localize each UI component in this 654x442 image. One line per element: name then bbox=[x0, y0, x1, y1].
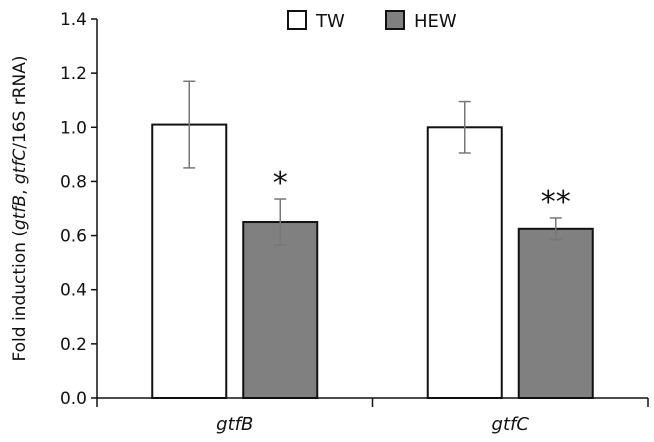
y-axis-label-gene2: gtfC bbox=[10, 149, 30, 184]
y-tick-label: 0.2 bbox=[60, 335, 87, 355]
legend-label-tw: TW bbox=[315, 11, 345, 32]
y-axis-label-prefix: Fold induction ( bbox=[10, 230, 30, 362]
x-category-label: gtfB bbox=[216, 414, 253, 435]
legend-label-hew: HEW bbox=[414, 11, 457, 32]
y-axis-label-gene1: gtfB bbox=[10, 195, 30, 230]
bar-tw-gtfc bbox=[426, 126, 503, 400]
y-tick-label: 0.0 bbox=[60, 389, 87, 409]
legend: TW HEW bbox=[287, 10, 457, 32]
bar-hew-gtfc bbox=[517, 227, 594, 399]
y-tick-label: 1.2 bbox=[60, 64, 87, 84]
y-tick-label: 0.6 bbox=[60, 227, 87, 247]
legend-swatch-tw bbox=[287, 10, 307, 30]
significance-markers: *** bbox=[273, 166, 571, 220]
y-tick-label: 0.8 bbox=[60, 172, 87, 192]
significance-marker: * bbox=[273, 166, 288, 201]
y-tick-label: 1.0 bbox=[60, 118, 87, 138]
y-axis-label: Fold induction (gtfB, gtfC/16S rRNA) bbox=[10, 55, 30, 361]
y-axis-label-suffix: /16S rRNA) bbox=[10, 55, 30, 148]
legend-swatch-hew bbox=[385, 10, 405, 30]
bars bbox=[151, 123, 594, 400]
error-bars bbox=[183, 80, 562, 246]
y-tick-label: 0.4 bbox=[60, 281, 87, 301]
significance-marker: ** bbox=[541, 185, 571, 220]
bar-hew-gtfb bbox=[242, 221, 319, 399]
y-tick-label: 1.4 bbox=[60, 10, 87, 30]
y-axis-label-sep: , bbox=[10, 184, 30, 195]
x-category-label: gtfC bbox=[492, 414, 530, 435]
